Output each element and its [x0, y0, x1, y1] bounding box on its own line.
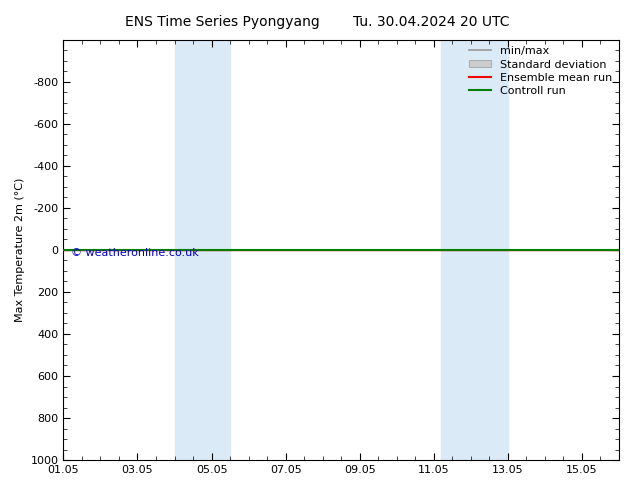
Legend: min/max, Standard deviation, Ensemble mean run, Controll run: min/max, Standard deviation, Ensemble me…: [465, 42, 617, 100]
Text: © weatheronline.co.uk: © weatheronline.co.uk: [71, 248, 198, 258]
Text: Tu. 30.04.2024 20 UTC: Tu. 30.04.2024 20 UTC: [353, 15, 509, 29]
Y-axis label: Max Temperature 2m (°C): Max Temperature 2m (°C): [15, 178, 25, 322]
Text: ENS Time Series Pyongyang: ENS Time Series Pyongyang: [124, 15, 320, 29]
Bar: [441, 40, 508, 460]
Bar: [174, 40, 230, 460]
